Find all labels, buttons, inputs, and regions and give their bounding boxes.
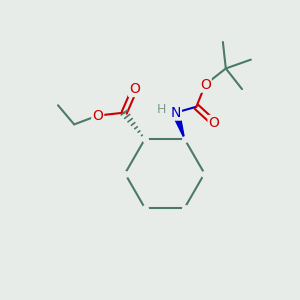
Text: N: N (171, 106, 181, 120)
Text: O: O (208, 116, 220, 130)
Polygon shape (172, 111, 184, 139)
Text: O: O (129, 82, 140, 96)
Text: O: O (200, 78, 211, 92)
Text: O: O (92, 109, 103, 123)
Text: H: H (156, 103, 166, 116)
